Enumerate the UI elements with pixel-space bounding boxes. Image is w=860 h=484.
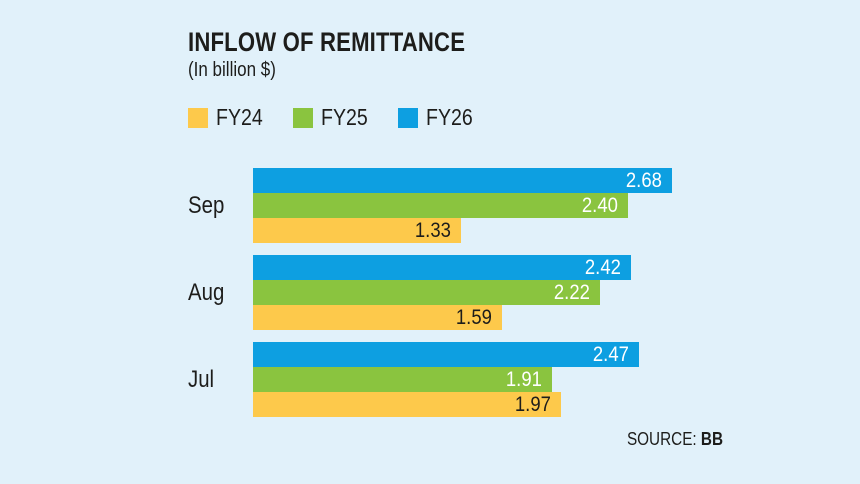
legend-item-fy24: FY24 (188, 104, 271, 131)
bar-value-label: 2.22 (554, 281, 590, 304)
bar-fy24-aug: 1.59 (253, 305, 502, 330)
bar-value-label: 1.97 (515, 393, 551, 416)
bar-fy26-sep: 2.68 (253, 168, 672, 193)
chart-title: INFLOW OF REMITTANCE (188, 27, 466, 57)
bars-aug: 2.42 2.22 1.59 (253, 255, 631, 330)
bars-sep: 2.68 2.40 1.33 (253, 168, 672, 243)
bar-group-aug: Aug 2.42 2.22 1.59 (188, 255, 672, 330)
legend-label: FY26 (425, 104, 473, 130)
bar-value-label: 2.42 (585, 256, 621, 279)
chart-subtitle: (In billion $) (188, 59, 276, 81)
legend-label: FY24 (216, 104, 263, 130)
legend-item-fy26: FY26 (397, 104, 481, 131)
category-label-sep: Sep (188, 191, 225, 219)
legend-label: FY25 (320, 104, 368, 130)
legend: FY24 FY25 FY26 (188, 104, 481, 131)
bar-fy24-sep: 1.33 (253, 218, 461, 243)
bar-value-label: 2.47 (593, 343, 629, 366)
chart-groups: Sep 2.68 2.40 1.33 Aug 2.42 2.22 1.59 Jul 2.47 1.9… (188, 168, 672, 429)
bar-value-label: 2.40 (582, 194, 618, 217)
bar-fy24-jul: 1.97 (253, 392, 561, 417)
legend-swatch-fy26 (397, 107, 418, 128)
bar-group-jul: Jul 2.47 1.91 1.97 (188, 342, 672, 417)
bar-value-label: 2.68 (626, 169, 662, 192)
bar-group-sep: Sep 2.68 2.40 1.33 (188, 168, 672, 243)
source-note: SOURCE: BB (627, 429, 723, 450)
source-value: BB (700, 429, 723, 449)
bars-jul: 2.47 1.91 1.97 (253, 342, 639, 417)
bar-fy26-aug: 2.42 (253, 255, 631, 280)
category-label-jul: Jul (188, 365, 215, 393)
bar-fy26-jul: 2.47 (253, 342, 639, 367)
bar-fy25-aug: 2.22 (253, 280, 600, 305)
legend-swatch-fy25 (292, 107, 313, 128)
source-label: SOURCE: (626, 429, 697, 449)
legend-item-fy25: FY25 (292, 104, 376, 131)
bar-value-label: 1.33 (415, 219, 451, 242)
bar-value-label: 1.59 (456, 306, 492, 329)
bar-fy25-sep: 2.40 (253, 193, 628, 218)
legend-swatch-fy24 (188, 107, 208, 128)
category-label-aug: Aug (188, 278, 225, 306)
bar-fy25-jul: 1.91 (253, 367, 552, 392)
bar-value-label: 1.91 (506, 368, 542, 391)
